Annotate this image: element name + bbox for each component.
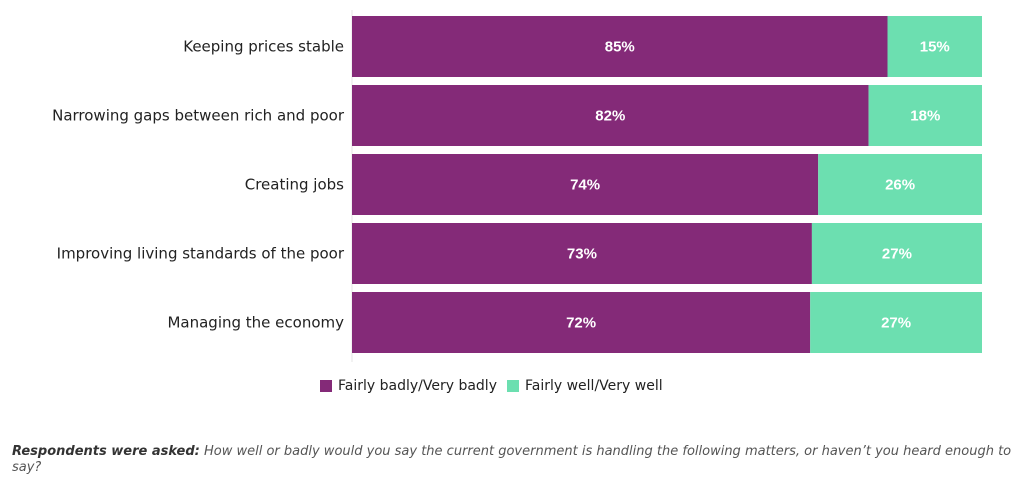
legend-label-badly: Fairly badly/Very badly xyxy=(338,378,497,394)
value-label-badly: 74% xyxy=(570,177,600,194)
bar-segment-well xyxy=(818,154,982,215)
value-label-well: 27% xyxy=(882,246,912,263)
stacked-bar-chart: Keeping prices stable 85% 15% Narrowing gap… xyxy=(52,10,982,362)
category-label: Managing the economy xyxy=(167,314,344,332)
category-label: Improving living standards of the poor xyxy=(57,245,345,263)
legend-swatch-badly xyxy=(320,380,332,392)
value-label-well: 27% xyxy=(881,315,911,332)
bar-segment-badly xyxy=(352,154,819,215)
category-label: Keeping prices stable xyxy=(183,38,344,56)
bar-segment-badly xyxy=(352,85,869,146)
legend-label-well: Fairly well/Very well xyxy=(524,378,663,394)
bar-segment-well xyxy=(868,85,982,146)
bar-segment-well xyxy=(811,223,982,284)
footnote-text: How well or badly would you say the curr… xyxy=(12,444,1012,475)
bar-segment-badly xyxy=(352,16,888,77)
bar-segment-badly xyxy=(352,223,812,284)
value-label-well: 15% xyxy=(920,39,950,56)
value-label-well: 18% xyxy=(910,108,940,125)
legend-item-well: Fairly well/Very well xyxy=(506,378,663,394)
category-label: Narrowing gaps between rich and poor xyxy=(52,107,345,125)
value-label-badly: 72% xyxy=(566,315,596,332)
legend: Fairly badly/Very badly Fairly well/Very… xyxy=(320,378,673,394)
footnote: Respondents were asked: How well or badl… xyxy=(12,444,1020,476)
legend-item-badly: Fairly badly/Very badly xyxy=(320,378,497,394)
category-label: Creating jobs xyxy=(245,176,344,194)
bar-segment-badly xyxy=(352,292,811,353)
bar-segment-well xyxy=(887,16,982,77)
legend-swatch-well xyxy=(506,380,519,392)
value-label-badly: 73% xyxy=(567,246,597,263)
footnote-prefix: Respondents were asked: xyxy=(12,444,200,459)
bar-segment-well xyxy=(810,292,982,353)
value-label-badly: 85% xyxy=(605,39,635,56)
value-label-well: 26% xyxy=(885,177,915,194)
value-label-badly: 82% xyxy=(595,108,625,125)
